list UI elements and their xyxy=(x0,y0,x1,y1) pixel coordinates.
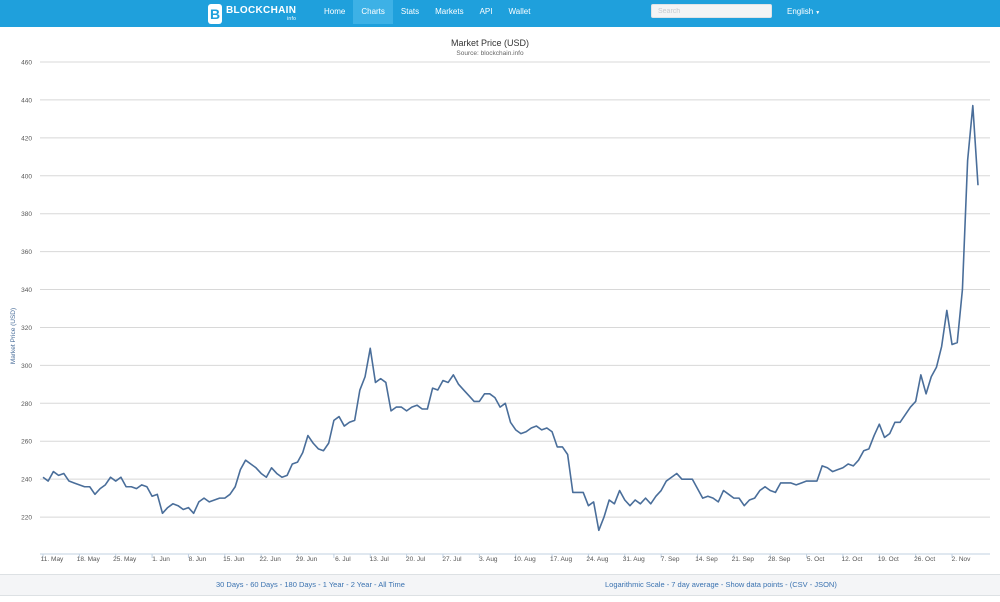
nav-home[interactable]: Home xyxy=(324,7,346,16)
x-tick-label: 19. Oct xyxy=(878,556,899,563)
show-data-points-link[interactable]: Show data points xyxy=(725,580,784,589)
language-dropdown[interactable]: English ▼ xyxy=(787,0,820,25)
x-tick-label: 2. Nov xyxy=(952,556,972,563)
range-2-year-link[interactable]: 2 Year xyxy=(350,580,372,589)
range-30-days-link[interactable]: 30 Days xyxy=(216,580,244,589)
json-link[interactable]: JSON) xyxy=(814,580,837,589)
csv-link[interactable]: (CSV xyxy=(789,580,808,589)
bitcoin-b-icon: B xyxy=(208,3,222,24)
x-tick-label: 3. Aug xyxy=(479,556,498,563)
x-tick-label: 10. Aug xyxy=(514,556,536,563)
y-tick-label: 440 xyxy=(21,97,32,104)
y-tick-label: 360 xyxy=(21,249,32,256)
x-tick-label: 15. Jun xyxy=(223,556,245,563)
range-all-time-link[interactable]: All Time xyxy=(378,580,405,589)
x-tick-label: 13. Jul xyxy=(370,556,390,563)
language-label: English xyxy=(787,7,814,16)
x-tick-label: 29. Jun xyxy=(296,556,318,563)
x-tick-label: 20. Jul xyxy=(406,556,426,563)
x-tick-label: 18. May xyxy=(77,556,101,563)
x-tick-label: 6. Jul xyxy=(335,556,351,563)
x-tick-label: 25. May xyxy=(113,556,137,563)
nav-charts[interactable]: Charts xyxy=(353,0,393,24)
x-tick-label: 17. Aug xyxy=(550,556,572,563)
chart-options-bar: 30 Days - 60 Days - 180 Days - 1 Year - … xyxy=(0,574,1000,596)
nav-api[interactable]: API xyxy=(479,7,493,16)
x-tick-label: 26. Oct xyxy=(914,556,935,563)
logo-subtext: info xyxy=(286,15,297,22)
y-tick-label: 220 xyxy=(21,515,32,522)
range-60-days-link[interactable]: 60 Days xyxy=(250,580,278,589)
range-180-days-link[interactable]: 180 Days xyxy=(284,580,317,589)
price-chart: Market Price (USD) Source: blockchain.in… xyxy=(10,38,990,563)
blockchain-logo[interactable]: B BLOCKCHAIN info xyxy=(208,0,296,27)
chart-title: Market Price (USD) xyxy=(451,38,529,48)
main-nav: Home Charts Stats Markets API Wallet xyxy=(316,0,538,27)
y-tick-label: 280 xyxy=(21,401,32,408)
x-tick-label: 8. Jun xyxy=(189,556,207,563)
x-tick-label: 21. Sep xyxy=(732,556,755,563)
x-tick-label: 1. Jun xyxy=(152,556,170,563)
nav-stats[interactable]: Stats xyxy=(400,7,420,16)
y-tick-label: 320 xyxy=(21,325,32,332)
x-tick-label: 31. Aug xyxy=(623,556,645,563)
y-tick-label: 460 xyxy=(21,60,32,67)
chart-subtitle: Source: blockchain.info xyxy=(456,50,524,57)
y-tick-label: 260 xyxy=(21,439,32,446)
x-tick-label: 27. Jul xyxy=(442,556,462,563)
y-tick-label: 380 xyxy=(21,211,32,218)
nav-markets[interactable]: Markets xyxy=(435,7,464,16)
y-tick-label: 300 xyxy=(21,363,32,370)
logo-wordmark: BLOCKCHAIN info xyxy=(226,4,297,22)
search-input[interactable] xyxy=(651,4,772,18)
y-axis-ticks: 220 240 260 280 300 320 340 360 380 400 420 440 460 xyxy=(21,60,32,522)
x-tick-label: 11. May xyxy=(41,556,64,563)
logarithmic-scale-link[interactable]: Logarithmic Scale xyxy=(605,580,665,589)
x-tick-label: 5. Oct xyxy=(807,556,825,563)
nav-wallet[interactable]: Wallet xyxy=(508,7,531,16)
logo-text: BLOCKCHAIN xyxy=(226,4,297,16)
x-tick-label: 24. Aug xyxy=(586,556,608,563)
x-tick-label: 22. Jun xyxy=(260,556,282,563)
y-tick-label: 240 xyxy=(21,477,32,484)
x-axis-ticks: 11. May 18. May 25. May 1. Jun 8. Jun 15. Jun… xyxy=(41,554,971,563)
y-tick-label: 420 xyxy=(21,135,32,142)
chevron-down-icon: ▼ xyxy=(815,10,821,16)
chart-option-links: Logarithmic Scale - 7 day average - Show… xyxy=(605,580,837,589)
x-tick-label: 28. Sep xyxy=(768,556,791,563)
grid-lines xyxy=(40,61,990,555)
top-navbar: B BLOCKCHAIN info Home Charts Stats Mark… xyxy=(0,0,1000,27)
x-tick-label: 12. Oct xyxy=(841,556,862,563)
y-tick-label: 400 xyxy=(21,173,32,180)
price-line xyxy=(42,104,979,532)
price-series xyxy=(42,104,979,532)
x-tick-label: 7. Sep xyxy=(661,556,680,563)
time-range-links: 30 Days - 60 Days - 180 Days - 1 Year - … xyxy=(216,580,405,589)
x-tick-label: 14. Sep xyxy=(695,556,718,563)
range-1-year-link[interactable]: 1 Year xyxy=(322,580,345,589)
seven-day-average-link[interactable]: 7 day average xyxy=(671,580,719,589)
y-axis-label: Market Price (USD) xyxy=(10,308,17,364)
y-tick-label: 340 xyxy=(21,287,32,294)
